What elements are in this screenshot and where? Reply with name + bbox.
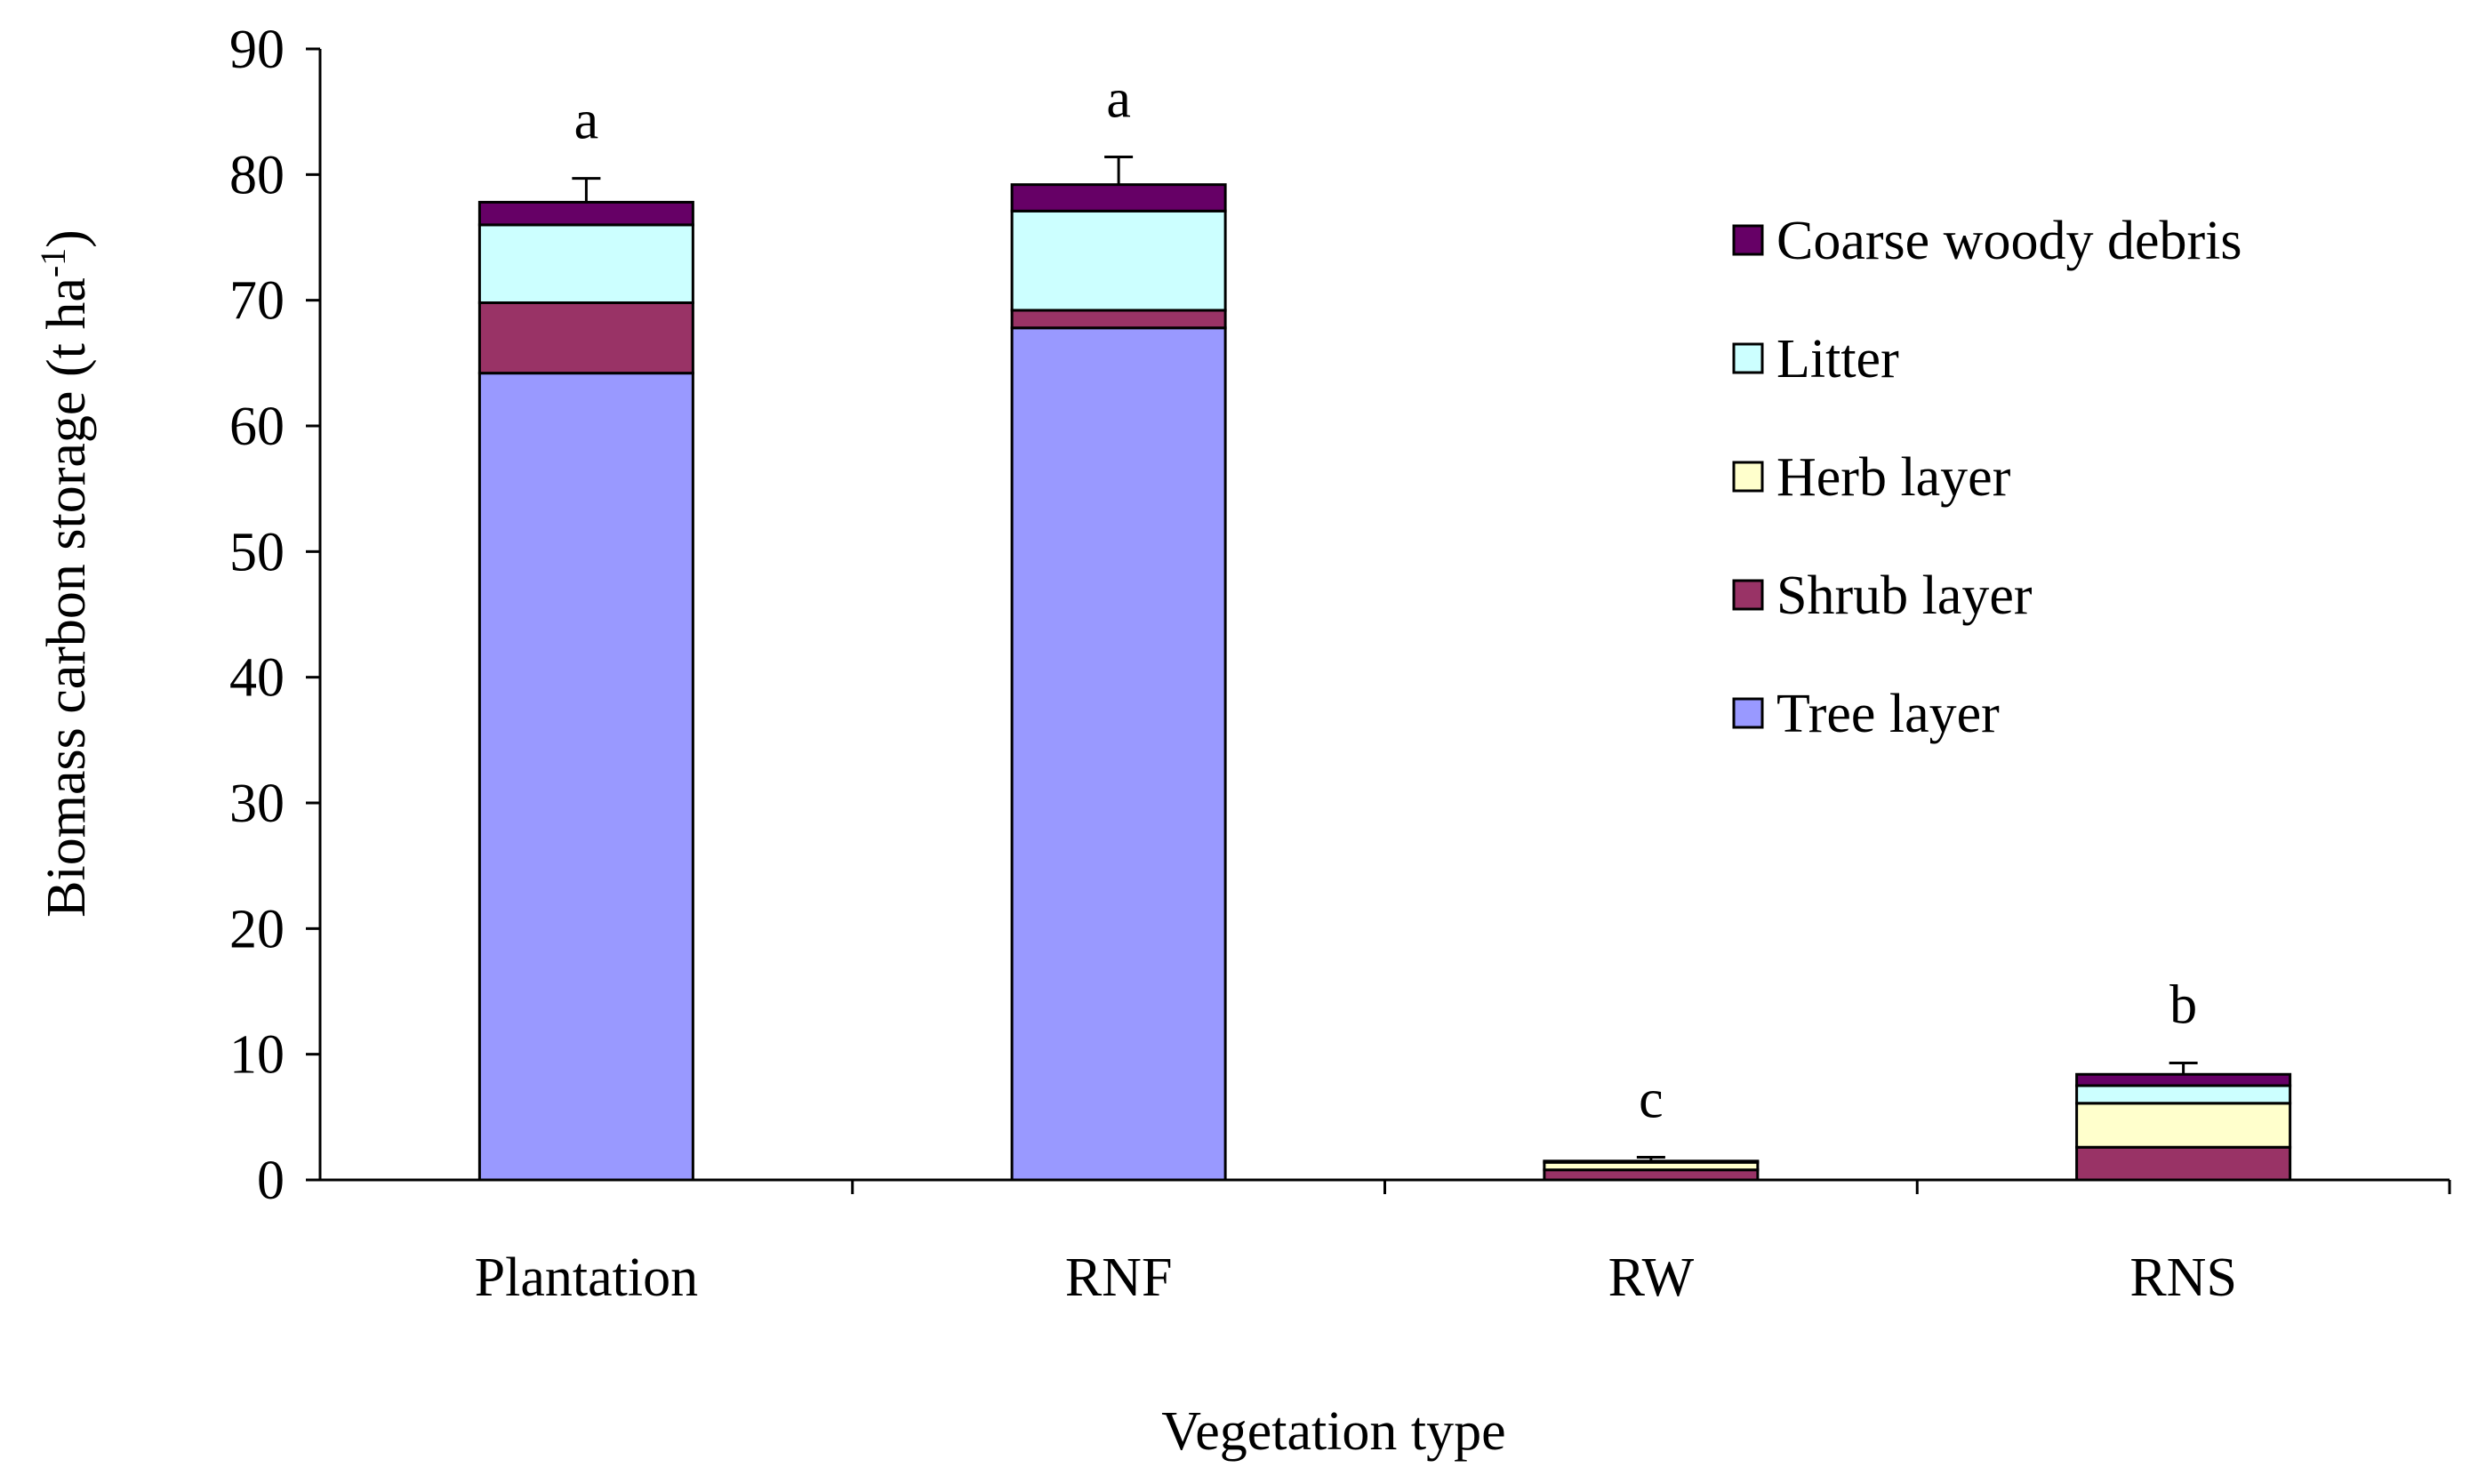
y-tick-label: 10 xyxy=(229,1025,285,1086)
bar-segment-coarse-woody-debris xyxy=(477,200,694,227)
y-tick-label: 40 xyxy=(229,648,285,709)
legend-label: Tree layer xyxy=(1776,684,2000,744)
legend-item: Shrub layer xyxy=(1732,566,2033,626)
x-tick-label: Plantation xyxy=(475,1247,698,1308)
bar-stack-rnf: a xyxy=(1010,69,1227,1182)
y-axis-title: Biomass carbon storage (t ha-1) xyxy=(33,229,98,918)
y-axis-title-main: Biomass carbon storage (t ha xyxy=(36,277,97,918)
legend-swatch xyxy=(1732,461,1764,493)
legend-label: Shrub layer xyxy=(1776,566,2033,626)
significance-letter: a xyxy=(1106,69,1131,130)
bar-stack-plantation: a xyxy=(477,91,694,1182)
y-tick-label: 90 xyxy=(229,20,285,80)
y-tick-label: 0 xyxy=(257,1151,285,1211)
bar-segment-tree-layer xyxy=(1010,326,1227,1182)
legend-label: Litter xyxy=(1776,329,1899,389)
legend-item: Herb layer xyxy=(1732,447,2011,508)
y-tick-label: 20 xyxy=(229,899,285,959)
axes: 0 10 20 30 40 50 60 70 80 90 Plantation RNF RW RNS xyxy=(229,20,2451,1308)
significance-letter: a xyxy=(574,91,599,151)
x-axis-title: Vegetation type xyxy=(1161,1401,1505,1462)
bar-segment-litter xyxy=(1010,209,1227,312)
y-tick-label: 80 xyxy=(229,145,285,205)
legend-item: Tree layer xyxy=(1732,684,2000,744)
legend-swatch xyxy=(1732,342,1764,374)
bar-segment-litter xyxy=(2075,1084,2292,1105)
bar-segment-litter xyxy=(477,223,694,304)
bar-segment-herb-layer xyxy=(2075,1102,2292,1149)
legend-item: Litter xyxy=(1732,329,1899,389)
bar-segment-tree-layer xyxy=(477,372,694,1182)
bar-segment-shrub-layer xyxy=(2075,1145,2292,1182)
bar-segment-coarse-woody-debris xyxy=(2075,1072,2292,1087)
significance-letter: b xyxy=(2169,975,2197,1036)
y-axis-title-superscript: -1 xyxy=(33,248,73,277)
y-tick-label: 60 xyxy=(229,397,285,457)
legend-swatch xyxy=(1732,224,1764,256)
legend-item: Coarse woody debris xyxy=(1732,211,2241,271)
bar-stack-rw: c xyxy=(1543,1070,1760,1182)
bar-segment-litter xyxy=(1543,1159,1760,1164)
bar-segment-shrub-layer xyxy=(1010,309,1227,330)
legend-label: Herb layer xyxy=(1776,447,2011,508)
y-tick-label: 70 xyxy=(229,271,285,332)
y-tick-label: 50 xyxy=(229,522,285,582)
x-tick-label: RNF xyxy=(1065,1247,1173,1308)
bar-stack-rns: b xyxy=(2075,975,2292,1182)
y-axis-title-suffix: ) xyxy=(36,229,97,248)
bar-segment-shrub-layer xyxy=(1543,1168,1760,1182)
legend-label: Coarse woody debris xyxy=(1776,211,2241,271)
legend: Coarse woody debris Litter Herb layer Shrub… xyxy=(1732,211,2241,744)
bar-segment-shrub-layer xyxy=(477,301,694,375)
bars: a a c b xyxy=(477,69,2292,1182)
legend-swatch xyxy=(1732,579,1764,611)
legend-swatch xyxy=(1732,697,1764,729)
bar-segment-coarse-woody-debris xyxy=(1010,183,1227,213)
significance-letter: c xyxy=(1639,1070,1664,1130)
x-tick-label: RNS xyxy=(2129,1247,2237,1308)
x-tick-label: RW xyxy=(1608,1247,1695,1308)
y-tick-label: 30 xyxy=(229,774,285,834)
